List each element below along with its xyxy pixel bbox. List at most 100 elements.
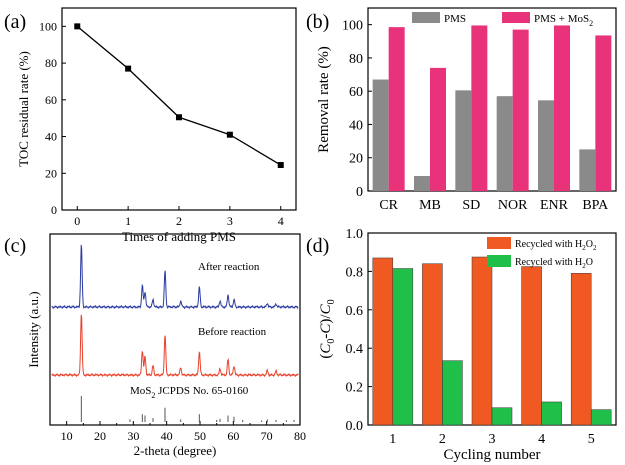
- legend-label-pms-mos2: PMS + MoS2: [534, 13, 593, 28]
- x-tick-label: MB: [419, 198, 441, 213]
- x-tick-label: 70: [261, 429, 273, 443]
- y-tick-label: 0.6: [346, 304, 364, 319]
- y-tick-label: 60: [45, 93, 57, 107]
- x-tick-label: 3: [227, 214, 233, 228]
- x-tick-label: NOR: [498, 198, 528, 213]
- x-tick-label: 1: [389, 432, 396, 447]
- bar-pms-mos2: [388, 27, 405, 191]
- x-tick-label: 60: [227, 429, 239, 443]
- x-axis-label: Times of adding PMS: [122, 229, 236, 244]
- bar-h2o2: [570, 273, 592, 426]
- panel-c-label: (c): [4, 235, 26, 257]
- x-tick-label: 1: [125, 214, 131, 228]
- x-tick-label: 5: [588, 432, 595, 447]
- panel-c-frame: [49, 233, 301, 426]
- bar-h2o: [590, 409, 612, 426]
- y-tick-label: 20: [349, 152, 363, 167]
- panel-a-label: (a): [4, 11, 26, 33]
- y-tick-label: 80: [45, 56, 57, 70]
- x-tick-label: 4: [538, 432, 545, 447]
- annotation-reference: MoS2 JCPDS No. 65-0160: [130, 385, 249, 400]
- y-axis-label: Removal rate (%): [316, 46, 332, 153]
- data-point: [125, 65, 132, 72]
- y-axis-label: TOC residual rate (%): [16, 51, 31, 167]
- bar-pms-mos2: [471, 25, 488, 191]
- bar-pms-mos2: [512, 29, 529, 191]
- legend-swatch-pms-mos2: [502, 12, 530, 23]
- y-tick-label: 20: [45, 166, 57, 180]
- y-tick-label: 40: [349, 118, 363, 133]
- panel-d-label: (d): [306, 235, 329, 257]
- y-tick-label: 80: [349, 52, 363, 67]
- x-tick-label: 40: [161, 429, 173, 443]
- legend-label-h2o: Recycled with H2O: [515, 257, 593, 270]
- bar-pms-mos2: [595, 35, 612, 192]
- panel-b-frame: [367, 7, 617, 192]
- bar-h2o2: [471, 256, 493, 426]
- xrd-before-reaction-trace: [51, 314, 299, 378]
- x-tick-label: 4: [278, 214, 284, 228]
- y-tick-label: 0.4: [346, 342, 364, 357]
- legend-label-pms: PMS: [444, 13, 466, 25]
- bar-h2o2: [372, 257, 394, 426]
- bar-h2o: [442, 360, 463, 426]
- annotation-after-reaction: After reaction: [198, 261, 260, 273]
- y-tick-label: 100: [342, 19, 363, 34]
- legend-swatch-h2o2: [487, 237, 511, 249]
- x-axis-label: 2-theta (degree): [134, 443, 217, 458]
- y-tick-label: 0.0: [346, 419, 364, 434]
- x-tick-label: BPA: [582, 198, 609, 213]
- panel-c-chart: 10 20 30 40 50 60 70 80 After reaction Before rea…: [26, 233, 306, 458]
- xrd-after-reaction-trace: [51, 244, 299, 310]
- panel-b-chart: 0 20 40 60 80 100 CR MB SD NOR ENR BPA PMS PMS + MoS2…: [316, 7, 617, 213]
- x-tick-label: CR: [379, 198, 398, 213]
- bar-h2o: [541, 401, 562, 426]
- bar-pms: [538, 100, 554, 191]
- annotation-before-reaction: Before reaction: [198, 326, 267, 338]
- legend-swatch-pms: [412, 12, 440, 23]
- x-tick-label: 30: [127, 429, 139, 443]
- x-tick-label: 50: [194, 429, 206, 443]
- y-axis-label: (C0-C)/C0: [318, 299, 337, 358]
- x-tick-label: 20: [94, 429, 106, 443]
- panel-b-label: (b): [306, 11, 329, 33]
- y-tick-label: 40: [45, 130, 57, 144]
- y-tick-label: 100: [39, 19, 57, 33]
- data-point: [226, 131, 233, 138]
- bar-pms-mos2: [554, 25, 570, 191]
- data-point: [176, 114, 182, 121]
- y-axis-label: Intensity (a.u.): [26, 291, 41, 367]
- y-tick-label: 0: [356, 185, 363, 200]
- y-tick-label: 0.2: [346, 381, 364, 396]
- y-tick-label: 60: [349, 85, 363, 100]
- x-axis-label: Cycling number: [443, 447, 540, 463]
- y-tick-label: 0.8: [346, 265, 364, 280]
- bar-pms: [496, 96, 513, 191]
- x-tick-label: 10: [61, 429, 73, 443]
- bar-pms-mos2: [430, 67, 446, 191]
- legend-label-h2o2: Recycled with H2O2: [515, 239, 597, 252]
- y-tick-label: 1.0: [346, 227, 364, 242]
- x-tick-label: ENR: [540, 198, 569, 213]
- data-point: [277, 162, 284, 169]
- legend-swatch-h2o: [487, 255, 511, 267]
- bar-pms: [414, 176, 430, 191]
- x-tick-label: 0: [74, 214, 80, 228]
- panel-a-chart: 0 20 40 60 80 100 0 1 2 3 4 Times of adding PMS TOC …: [16, 7, 297, 244]
- x-tick-label: SD: [462, 198, 480, 213]
- bar-pms: [455, 90, 472, 191]
- y-tick-label: 0: [51, 203, 57, 217]
- bar-h2o: [491, 407, 513, 426]
- data-point: [74, 23, 81, 30]
- x-tick-label: 3: [489, 432, 496, 447]
- bar-pms: [372, 79, 389, 191]
- bar-h2o: [392, 268, 414, 426]
- series-line: [76, 25, 282, 166]
- bar-pms: [579, 149, 596, 191]
- bar-h2o2: [521, 266, 542, 426]
- panel-d-chart: 0.0 0.2 0.4 0.6 0.8 1.0 1 2 3 4 5 Recycled with H2O…: [318, 227, 617, 463]
- bar-h2o2: [422, 263, 443, 426]
- x-tick-label: 2: [176, 214, 182, 228]
- x-tick-label: 2: [439, 432, 446, 447]
